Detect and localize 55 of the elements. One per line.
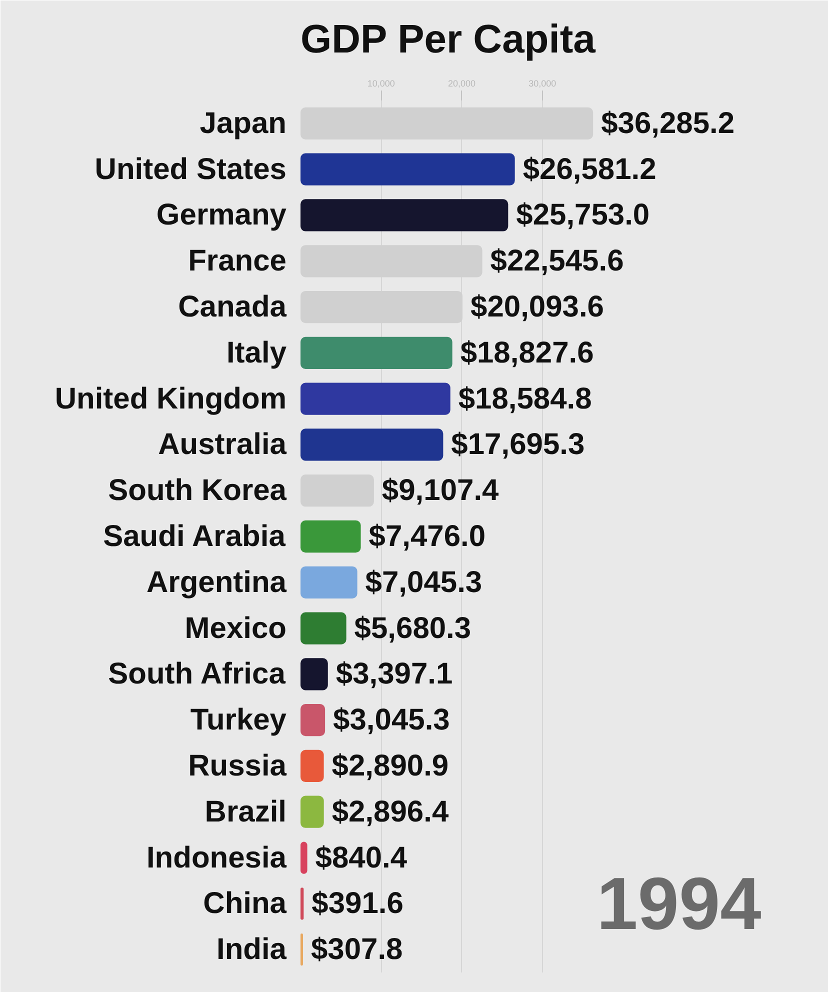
y-tick-label: United States <box>94 152 287 186</box>
data-label: $36,285.2 <box>601 106 735 140</box>
y-tick-label: Mexico <box>184 612 287 645</box>
data-label: $391.6 <box>312 887 404 920</box>
y-tick-label: China <box>203 887 287 920</box>
y-tick-label: Russia <box>188 749 287 782</box>
bar <box>300 796 324 828</box>
annotation: 1994 <box>596 862 762 946</box>
data-label: $25,753.0 <box>516 198 650 232</box>
y-tick-label: India <box>216 933 287 966</box>
y-tick-label: Brazil <box>204 795 287 828</box>
data-label: $307.8 <box>310 933 403 966</box>
y-tick-label: Italy <box>226 336 287 370</box>
data-label: $3,397.1 <box>336 658 453 691</box>
data-label: $22,545.6 <box>490 244 624 278</box>
bar <box>300 888 304 920</box>
bar <box>300 750 324 782</box>
y-tick-label: Australia <box>158 428 287 462</box>
data-label: $7,476.0 <box>368 520 486 553</box>
y-tick-label: Germany <box>156 198 287 232</box>
y-tick-label: Saudi Arabia <box>103 520 286 553</box>
bar <box>300 520 361 553</box>
data-label: $18,827.6 <box>460 336 594 370</box>
data-label: $3,045.3 <box>333 704 450 737</box>
y-tick-label: South Korea <box>108 474 287 508</box>
y-tick-label: Argentina <box>146 566 287 599</box>
y-tick-label: United Kingdom <box>54 382 287 416</box>
data-label: $2,896.4 <box>332 795 449 828</box>
data-label: $18,584.8 <box>458 382 592 416</box>
bar <box>300 704 326 736</box>
data-label: $20,093.6 <box>470 290 604 324</box>
bar <box>300 612 346 644</box>
bar <box>300 566 358 598</box>
bar <box>300 658 328 690</box>
bar <box>300 382 450 415</box>
y-tick-label: South Africa <box>108 658 286 691</box>
bar <box>300 428 444 461</box>
y-tick-label: Turkey <box>190 704 287 737</box>
bar <box>300 474 374 507</box>
bar <box>300 336 452 369</box>
y-tick-label: Indonesia <box>146 841 287 874</box>
bar <box>300 842 308 874</box>
data-label: $5,680.3 <box>354 612 472 645</box>
y-tick-label: Japan <box>200 106 287 140</box>
data-label: $7,045.3 <box>365 566 482 599</box>
bar <box>300 199 508 232</box>
y-tick-label: Canada <box>178 290 287 324</box>
data-label: $2,890.9 <box>332 749 449 782</box>
data-label: $26,581.2 <box>522 152 656 186</box>
chart-title: GDP Per Capita <box>300 18 596 62</box>
data-label: $17,695.3 <box>451 428 585 462</box>
bar <box>300 153 515 186</box>
data-label: $840.4 <box>315 841 408 874</box>
y-tick-label: France <box>188 244 287 278</box>
data-label: $9,107.4 <box>382 474 500 508</box>
